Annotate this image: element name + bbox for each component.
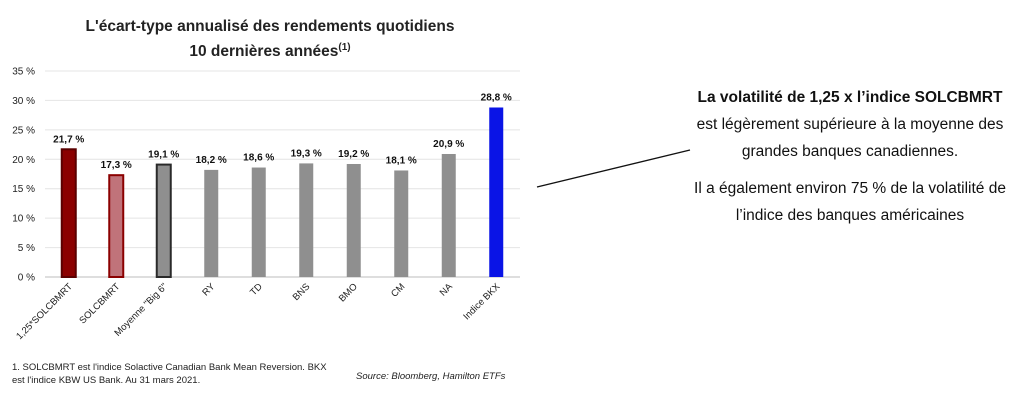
data-label: 21,7 % [53, 134, 84, 145]
y-tick-label: 35 % [12, 67, 35, 78]
chart-title: L'écart-type annualisé des rendements qu… [60, 16, 480, 62]
bar [108, 174, 125, 278]
bar [251, 167, 266, 277]
y-tick-label: 30 % [12, 96, 35, 107]
data-label: 18,6 % [243, 153, 274, 164]
data-label: 20,9 % [433, 139, 464, 150]
chart-title-line2: 10 dernières années(1) [60, 37, 480, 62]
x-tick-label: Indice BKX [461, 281, 502, 322]
chart-title-line1: L'écart-type annualisé des rendements qu… [85, 18, 455, 35]
callout-line [536, 149, 691, 188]
y-tick-label: 5 % [18, 243, 35, 254]
y-tick-label: 10 % [12, 214, 35, 225]
annotation-paragraph-2: Il a également environ 75 % de la volati… [694, 180, 1006, 224]
data-label: 28,8 % [481, 92, 512, 103]
x-tick-label: RY [200, 281, 217, 298]
footnote: 1. SOLCBMRT est l'indice Solactive Canad… [12, 362, 327, 386]
x-tick-label: BMO [337, 281, 360, 304]
y-tick-label: 20 % [12, 155, 35, 166]
bar [204, 169, 219, 277]
bar [394, 170, 409, 277]
bar [155, 163, 172, 278]
bar [299, 163, 314, 277]
annotation-bold: La volatilité de 1,25 x l’indice SOLCBMR… [697, 89, 1003, 106]
bar [346, 163, 361, 277]
bar [60, 148, 77, 278]
y-tick-label: 25 % [12, 125, 35, 136]
x-tick-label: SOLCBMRT [77, 281, 122, 326]
data-label: 17,3 % [101, 160, 132, 171]
data-label: 19,1 % [148, 150, 179, 161]
annotation-box: La volatilité de 1,25 x l’indice SOLCBMR… [690, 84, 1010, 229]
source-note: Source: Bloomberg, Hamilton ETFs [356, 371, 506, 382]
annotation-rest: est légèrement supérieure à la moyenne d… [696, 116, 1004, 160]
data-label: 19,3 % [291, 148, 322, 159]
data-label: 18,1 % [386, 155, 417, 166]
bar [441, 153, 456, 277]
chart-title-line2-text: 10 dernières années [189, 43, 339, 61]
x-tick-label: NA [438, 281, 456, 299]
chart-title-note: (1) [338, 42, 351, 53]
x-tick-label: TD [248, 281, 265, 298]
data-label: 18,2 % [196, 155, 227, 166]
y-tick-label: 15 % [12, 184, 35, 195]
bars [60, 107, 504, 278]
x-tick-label: BNS [291, 281, 313, 303]
annotation-paragraph-1: La volatilité de 1,25 x l’indice SOLCBMR… [690, 84, 1010, 165]
x-tick-label: 1,25*SOLCBMRT [14, 281, 75, 342]
y-tick-label: 0 % [18, 273, 35, 284]
x-tick-label: CM [389, 281, 407, 299]
bar [489, 107, 504, 278]
data-label: 19,2 % [338, 149, 369, 160]
